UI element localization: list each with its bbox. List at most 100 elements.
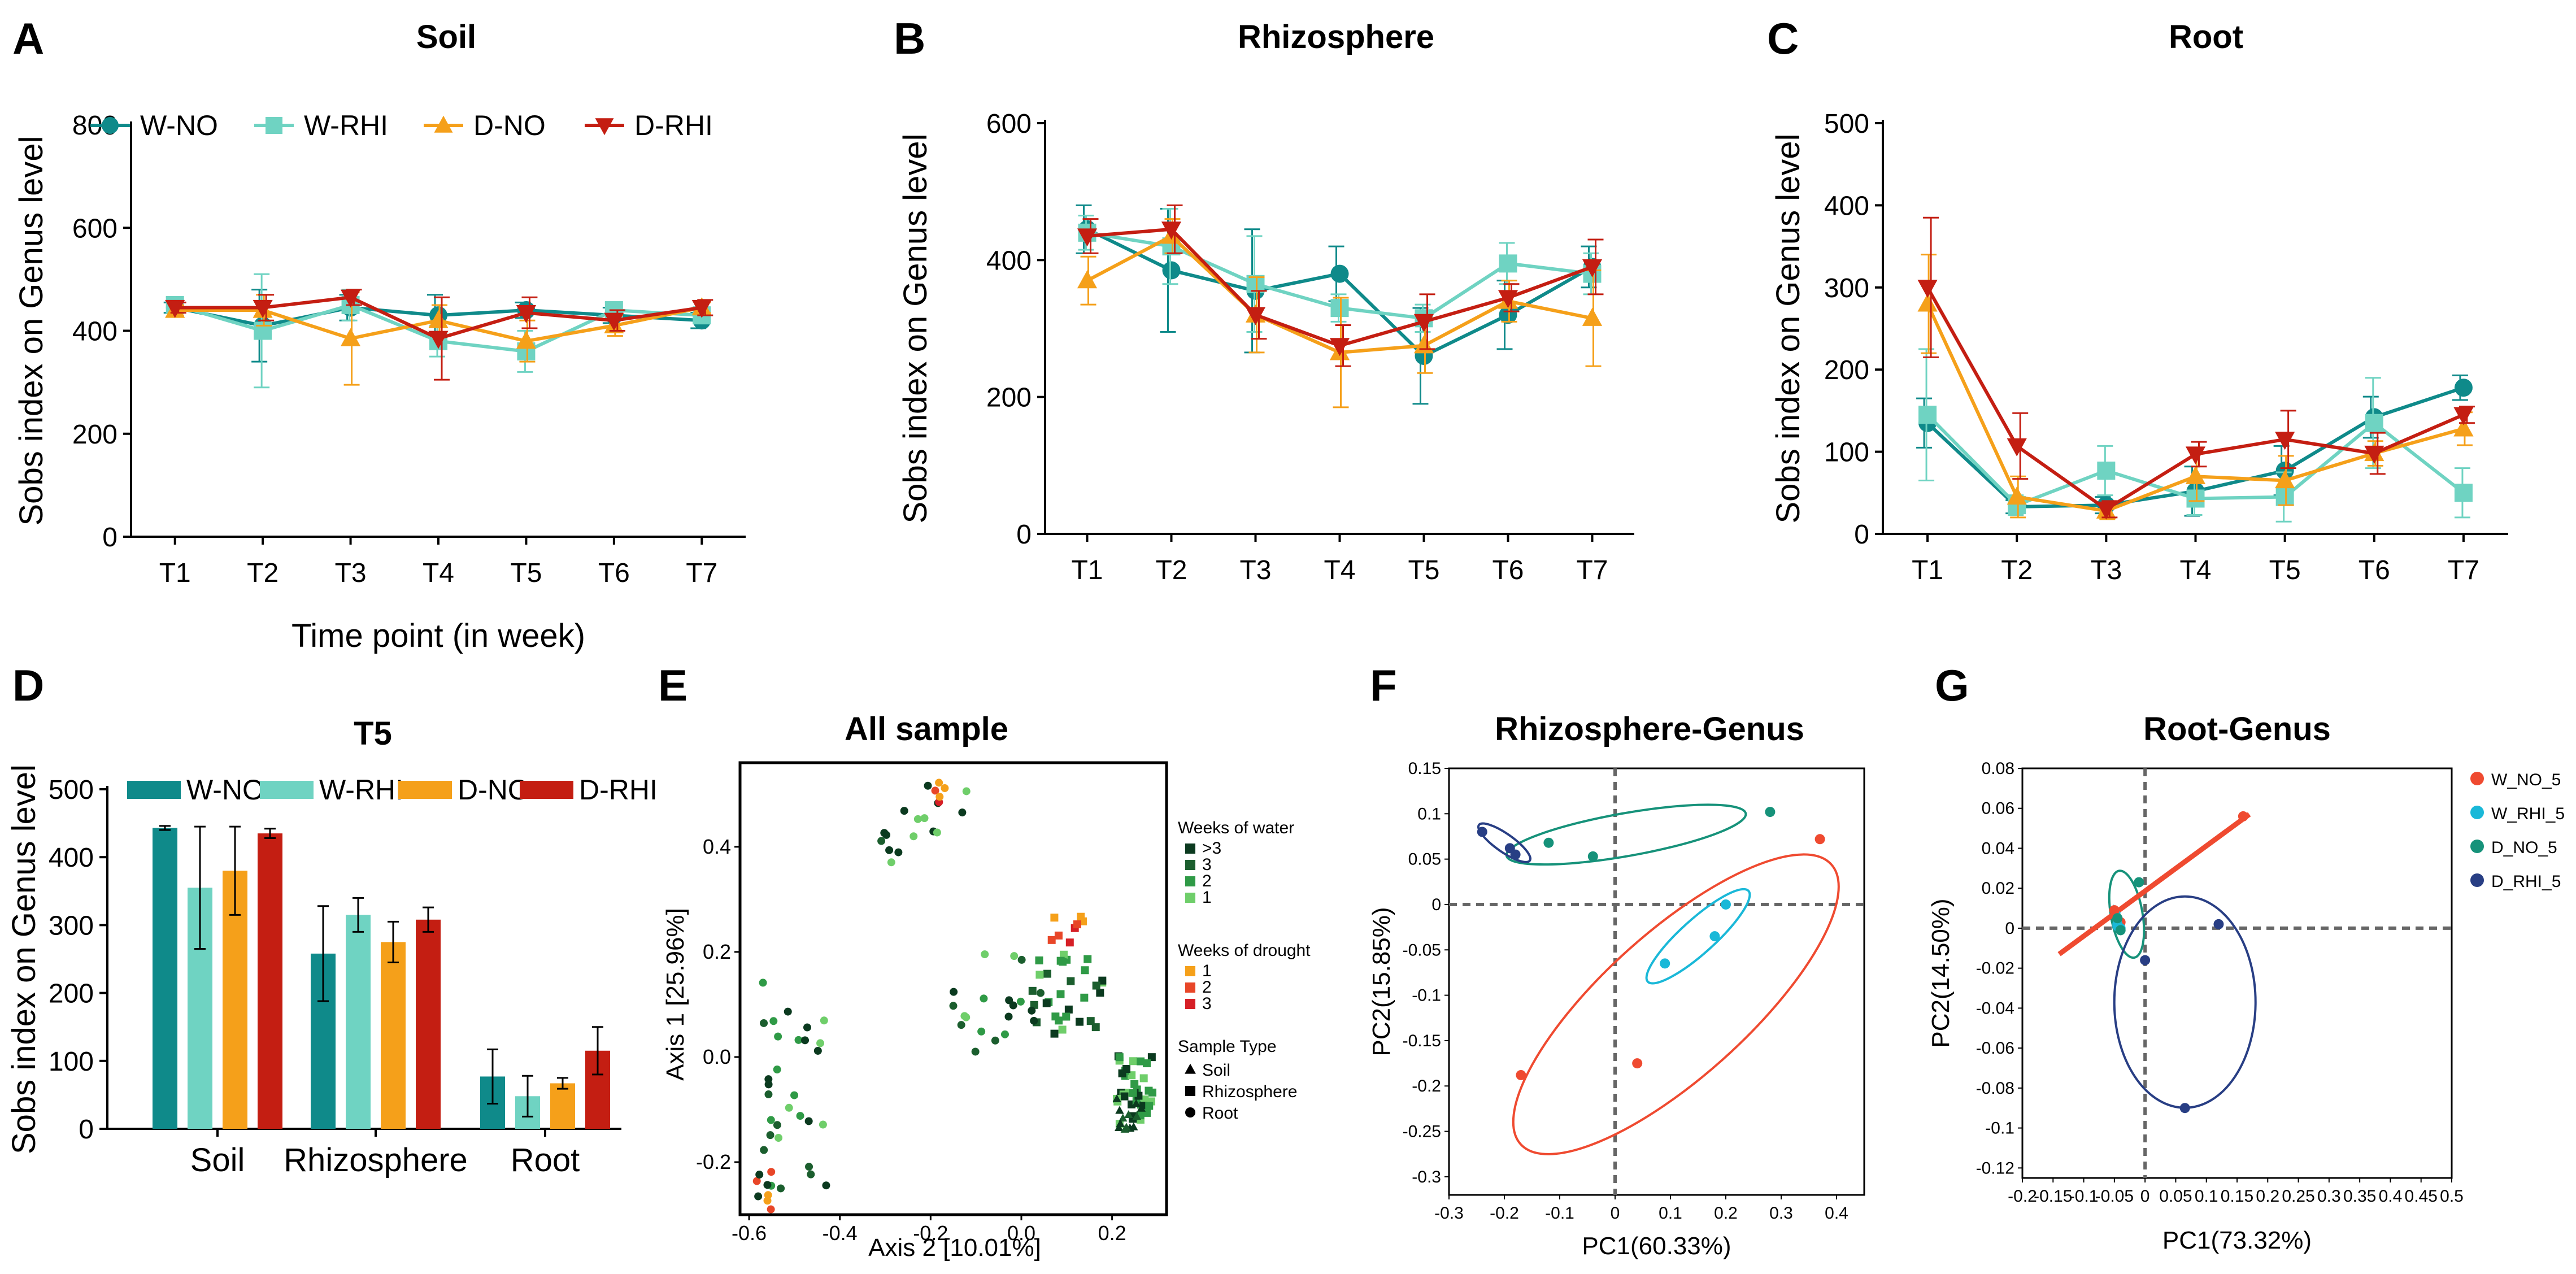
- sample-point-E: [971, 1047, 980, 1056]
- legend-title-E: Weeks of water: [1178, 819, 1294, 837]
- y-tick-label-G: 0: [2005, 919, 2014, 938]
- bar-D-NO-Root: [550, 1083, 575, 1129]
- data-point-A-D-NO: [428, 310, 449, 328]
- sample-point-E: [977, 1027, 986, 1036]
- x-tick-label-B: T1: [1071, 555, 1103, 585]
- x-axis-label-E: Axis 2 [10.01%]: [868, 1234, 1041, 1262]
- sample-point-E: [1139, 1074, 1148, 1082]
- sample-point-E: [1058, 1025, 1067, 1034]
- sample-point-E: [1132, 1099, 1141, 1107]
- pcoa-point-F-D_NO_5: [1543, 837, 1554, 848]
- legend-marker-G: [2470, 840, 2484, 853]
- data-point-C-D-NO: [2275, 470, 2295, 489]
- x-tick-label-C: T1: [1912, 555, 1943, 585]
- sample-point-E: [1084, 955, 1092, 963]
- legend-title-E: Sample Type: [1178, 1037, 1277, 1056]
- y-axis-label-D: Sobs index on Genus level: [6, 764, 42, 1154]
- x-tick-label-A: T4: [423, 558, 454, 588]
- chart-title-G: Root-Genus: [2143, 711, 2331, 747]
- sample-point-E: [754, 1192, 763, 1201]
- sample-point-E: [1009, 1001, 1017, 1010]
- sample-point-E: [1129, 1122, 1138, 1130]
- pcoa-point-F-D_NO_5: [1587, 851, 1598, 862]
- y-axis-label-E: Axis 1 [25.96%]: [662, 908, 689, 1081]
- data-point-A-D-RHI: [604, 312, 624, 331]
- y-tick-label-G: 0.04: [1982, 839, 2014, 858]
- sample-point-E: [822, 1181, 830, 1190]
- sample-point-E: [920, 814, 929, 823]
- panel-label-E: E: [658, 660, 687, 710]
- y-tick-label-F: 0: [1431, 895, 1441, 914]
- x-tick-label-G: 0.05: [2159, 1187, 2192, 1206]
- data-point-C-D-NO: [2185, 466, 2206, 484]
- legend-label-E: 1: [1202, 888, 1212, 907]
- pcoa-point-F-D_RHI_5: [1510, 849, 1521, 860]
- y-tick-label-F: 0.1: [1417, 805, 1441, 823]
- y-tick-label-D: 200: [49, 979, 94, 1009]
- sample-point-E: [1047, 936, 1056, 944]
- x-tick-label-G: -0.15: [2034, 1187, 2072, 1206]
- sample-point-E: [877, 837, 886, 845]
- sample-point-E: [763, 1181, 772, 1189]
- data-point-C-D-NO: [2007, 486, 2027, 505]
- y-tick-label-D: 300: [49, 911, 94, 941]
- sample-point-E: [803, 1023, 811, 1032]
- sample-point-E: [1147, 1053, 1156, 1062]
- sample-point-E: [804, 1117, 813, 1125]
- sample-point-E: [1137, 1103, 1146, 1112]
- x-tick-label-A: T7: [686, 558, 717, 588]
- sample-point-E: [1056, 956, 1065, 965]
- legend-swatch-D: [398, 781, 452, 799]
- y-tick-label-A: 400: [72, 317, 118, 347]
- x-tick-label-G: -0.1: [2069, 1187, 2099, 1206]
- y-tick-label-F: 0.05: [1408, 850, 1441, 869]
- legend-swatch-E: [1185, 893, 1195, 903]
- data-point-A-D-RHI: [253, 299, 273, 318]
- sample-point-E: [1129, 1057, 1137, 1066]
- x-tick-label-F: -0.1: [1545, 1204, 1574, 1223]
- legend-label-D: W-NO: [186, 774, 264, 806]
- sample-point-E: [1073, 920, 1081, 929]
- legend-label-A: W-RHI: [304, 110, 388, 141]
- sample-point-E: [1064, 1005, 1073, 1014]
- sample-point-E: [767, 1205, 775, 1214]
- legend-marker-A: [595, 118, 614, 136]
- sample-point-E: [924, 781, 932, 790]
- plot-frame-E: [738, 761, 1168, 1216]
- sample-point-E: [1119, 1114, 1128, 1122]
- legend-label-A: W-NO: [140, 110, 218, 141]
- y-tick-label-G: 0.06: [1982, 799, 2014, 818]
- x-tick-label-B: T4: [1324, 555, 1355, 585]
- pcoa-point-F-D_RHI_5: [1477, 827, 1487, 837]
- x-tick-label-F: 0.2: [1714, 1204, 1738, 1223]
- sample-point-E: [760, 1019, 768, 1027]
- plot-frame-G: [2021, 767, 2453, 1179]
- w-no-ellipse-line-G: [2057, 812, 2251, 956]
- data-point-C-D-RHI: [2275, 432, 2295, 450]
- y-tick-label-C: 0: [1854, 520, 1869, 550]
- legend-label-G: W_RHI_5: [2491, 805, 2565, 823]
- sample-point-E: [1115, 1106, 1124, 1114]
- legend-label-E: Root: [1202, 1104, 1238, 1123]
- sample-point-E: [900, 807, 908, 815]
- sample-point-E: [1004, 1012, 1013, 1021]
- sample-point-E: [769, 1017, 778, 1025]
- sample-point-E: [941, 784, 949, 793]
- sample-point-E: [1050, 1029, 1059, 1038]
- sample-point-E: [1112, 1094, 1121, 1102]
- data-point-B-W-NO: [1330, 264, 1349, 283]
- plot-frame-F: [1448, 767, 1865, 1196]
- y-tick-label-B: 0: [1016, 520, 1032, 550]
- sample-point-E: [805, 1163, 813, 1171]
- legend-swatch-E: [1185, 843, 1195, 854]
- sample-point-E: [1042, 999, 1051, 1007]
- sample-point-E: [1120, 1124, 1130, 1133]
- sample-point-E: [796, 1112, 804, 1120]
- y-tick-label-C: 500: [1824, 109, 1869, 139]
- sample-point-E: [777, 1184, 785, 1193]
- x-tick-label-G: -0.05: [2095, 1187, 2134, 1206]
- data-point-B-D-NO: [1077, 270, 1098, 289]
- sample-point-E: [1128, 1071, 1136, 1080]
- sample-point-E: [1035, 971, 1044, 979]
- sample-point-E: [1092, 981, 1100, 990]
